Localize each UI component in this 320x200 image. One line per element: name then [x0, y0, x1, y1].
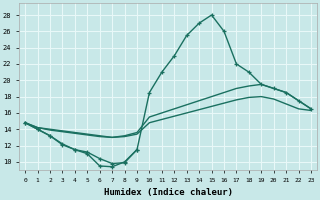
X-axis label: Humidex (Indice chaleur): Humidex (Indice chaleur) [104, 188, 233, 197]
